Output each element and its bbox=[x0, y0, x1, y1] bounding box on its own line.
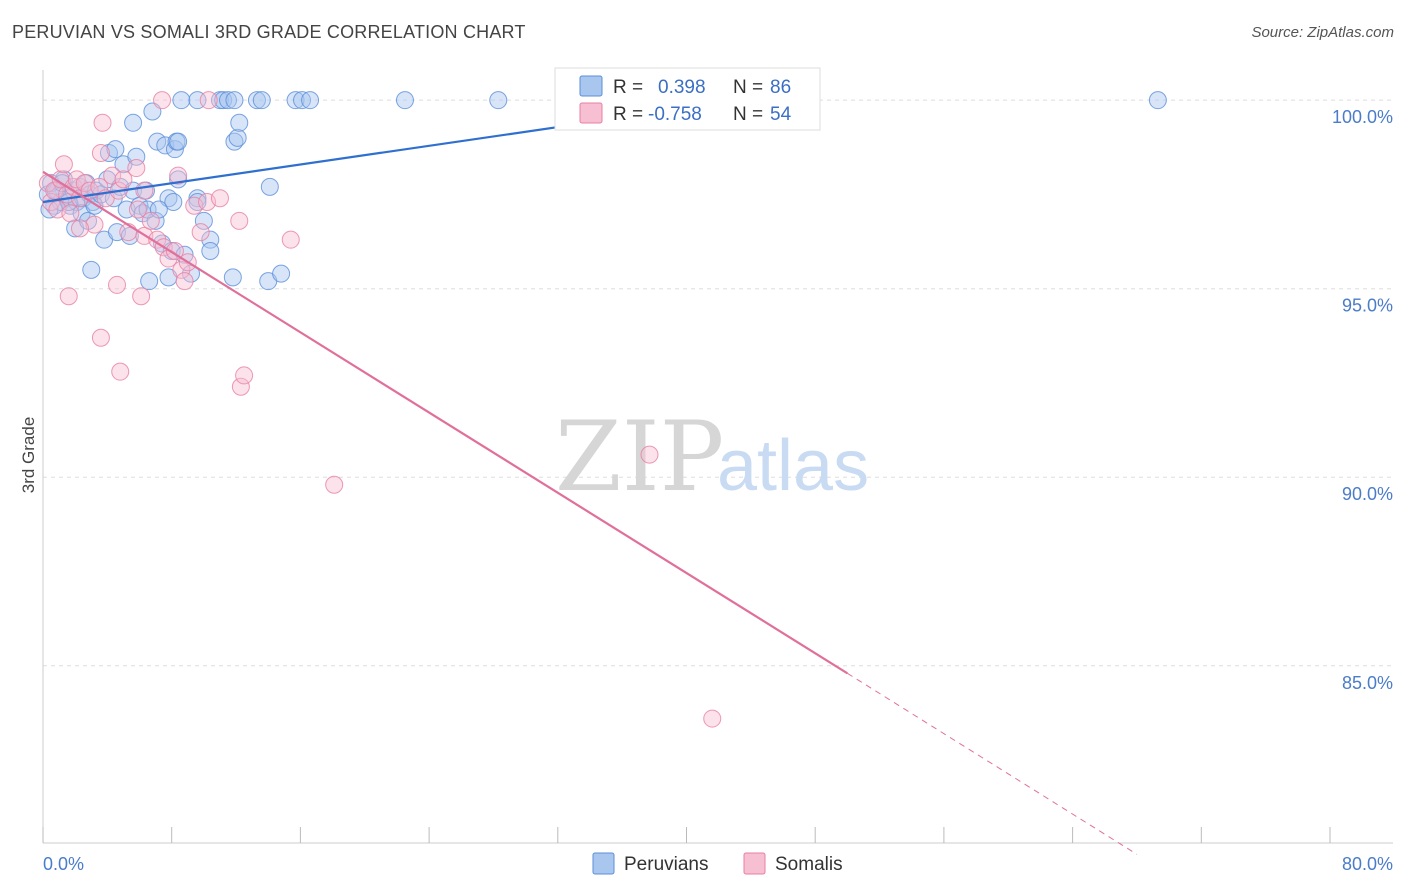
chart-title: PERUVIAN VS SOMALI 3RD GRADE CORRELATION… bbox=[12, 22, 526, 42]
x-tick-label-min: 0.0% bbox=[43, 854, 84, 874]
bottom-legend-label-peruvians: Peruvians bbox=[624, 854, 709, 875]
somalis-point-40 bbox=[230, 211, 249, 230]
somalis-point-37 bbox=[175, 272, 194, 291]
peruvians-point-79 bbox=[252, 91, 271, 110]
peruvians-point-82 bbox=[301, 91, 320, 110]
legend-swatch-peruvians bbox=[579, 75, 603, 97]
peruvians-point-65 bbox=[260, 177, 279, 196]
somalis-point-16 bbox=[103, 166, 122, 185]
peruvians-point-77 bbox=[225, 91, 244, 110]
y-axis-label: 3rd Grade bbox=[19, 417, 38, 494]
somalis-point-26 bbox=[165, 241, 184, 260]
somalis-point-1 bbox=[42, 192, 61, 211]
somalis-point-35 bbox=[132, 287, 151, 306]
somalis-point-52 bbox=[703, 709, 722, 728]
legend-r-value-peruvians: 0.398 bbox=[658, 77, 706, 98]
legend-r-label-peruvians: R = bbox=[613, 77, 643, 98]
somalis-point-14 bbox=[90, 177, 109, 196]
peruvians-point-42 bbox=[194, 211, 213, 230]
somalis-point-36 bbox=[111, 362, 130, 381]
peruvians-point-61 bbox=[169, 132, 188, 151]
somalis-point-22 bbox=[141, 211, 160, 230]
y-tick-label-1: 95.0% bbox=[1342, 296, 1393, 316]
stats-legend: R = 0.398 N = 86 R = -0.758 N = 54 bbox=[554, 67, 821, 131]
peruvians-point-83 bbox=[395, 91, 414, 110]
somalis-point-42 bbox=[135, 181, 154, 200]
legend-n-label-peruvians: N = bbox=[733, 77, 763, 98]
somalis-point-27 bbox=[172, 260, 191, 279]
somalis-point-41 bbox=[281, 230, 300, 249]
y-tick-label-0: 100.0% bbox=[1332, 107, 1393, 127]
peruvians-point-72 bbox=[172, 91, 191, 110]
legend-swatch-somalis bbox=[579, 102, 603, 124]
peruvians-point-84 bbox=[489, 91, 508, 110]
somalis-point-51 bbox=[640, 445, 659, 464]
somalis-point-5 bbox=[54, 155, 73, 174]
bottom-legend-swatch-peruvians bbox=[592, 852, 615, 875]
somalis-point-23 bbox=[148, 230, 167, 249]
peruvians-point-44 bbox=[201, 241, 220, 260]
peruvians-point-32 bbox=[82, 260, 101, 279]
peruvians-point-78 bbox=[247, 91, 266, 110]
somalis-point-32 bbox=[59, 287, 78, 306]
trend-line-somalis bbox=[42, 170, 848, 675]
somalis-point-33 bbox=[91, 328, 110, 347]
watermark-zip-text: ZIP bbox=[555, 401, 724, 513]
bottom-legend: Peruvians Somalis bbox=[592, 852, 843, 875]
watermark-atlas-text: atlas bbox=[717, 426, 869, 506]
bottom-legend-label-somalis: Somalis bbox=[775, 854, 843, 875]
peruvians-point-50 bbox=[272, 264, 291, 283]
legend-n-value-somalis: 54 bbox=[770, 104, 792, 125]
x-tick-label-max: 80.0% bbox=[1342, 854, 1393, 874]
peruvians-point-76 bbox=[219, 91, 238, 110]
somalis-point-47 bbox=[199, 91, 218, 110]
somalis-point-20 bbox=[128, 200, 147, 219]
y-tick-label-3: 85.0% bbox=[1342, 673, 1393, 693]
peruvians-point-64 bbox=[230, 113, 249, 132]
peruvians-point-54 bbox=[124, 113, 143, 132]
peruvians-point-67 bbox=[164, 192, 183, 211]
peruvians-point-48 bbox=[223, 268, 242, 287]
somalis-point-53 bbox=[71, 219, 90, 238]
somalis-point-34 bbox=[108, 275, 127, 294]
series-somalis bbox=[38, 91, 722, 728]
bottom-legend-swatch-somalis bbox=[743, 852, 766, 875]
somalis-point-18 bbox=[114, 170, 133, 189]
somalis-point-46 bbox=[153, 91, 172, 110]
peruvians-point-63 bbox=[228, 128, 247, 147]
somalis-point-44 bbox=[91, 143, 110, 162]
somalis-point-13 bbox=[85, 215, 104, 234]
somalis-point-49 bbox=[210, 189, 229, 208]
somalis-point-30 bbox=[191, 223, 210, 242]
watermark: ZIP atlas bbox=[555, 401, 869, 513]
y-tick-labels: 100.0% 95.0% 90.0% 85.0% bbox=[1332, 107, 1393, 693]
source-label: Source: ZipAtlas.com bbox=[1251, 24, 1394, 41]
peruvians-point-85 bbox=[1148, 91, 1167, 110]
somalis-point-48 bbox=[169, 166, 188, 185]
legend-n-value-peruvians: 86 bbox=[770, 77, 791, 98]
somalis-point-50 bbox=[325, 475, 344, 494]
peruvians-point-45 bbox=[140, 272, 159, 291]
peruvians-point-52 bbox=[106, 140, 125, 159]
legend-r-value-somalis: -0.758 bbox=[648, 104, 702, 125]
somalis-point-7 bbox=[61, 204, 80, 223]
peruvians-point-80 bbox=[286, 91, 305, 110]
y-tick-label-2: 90.0% bbox=[1342, 484, 1393, 504]
somalis-point-39 bbox=[235, 366, 254, 385]
legend-n-label-somalis: N = bbox=[733, 104, 763, 125]
legend-r-label-somalis: R = bbox=[613, 104, 643, 125]
somalis-point-38 bbox=[231, 377, 250, 396]
somalis-point-45 bbox=[93, 113, 112, 132]
somalis-point-43 bbox=[127, 159, 146, 178]
x-tick-labels: 0.0% 80.0% bbox=[43, 854, 1393, 874]
trend-line-somalis-extension bbox=[847, 672, 1138, 855]
